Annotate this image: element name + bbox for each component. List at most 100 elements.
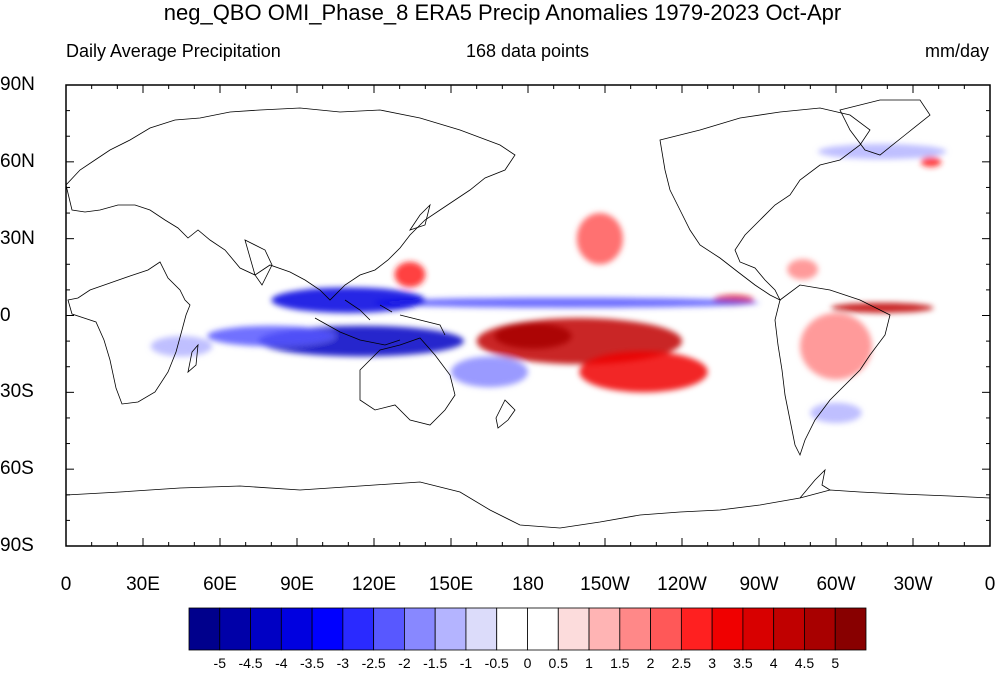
colorbar-swatch (465, 607, 498, 651)
x-tick-label: 60E (203, 574, 237, 595)
colorbar-swatch (496, 607, 528, 651)
y-tick-label: 60N (0, 150, 35, 172)
anomaly-region-4 (394, 261, 426, 288)
colorbar-label: 1 (585, 655, 593, 671)
colorbar-label: 3 (708, 655, 717, 671)
anomaly-region-9 (920, 156, 942, 167)
colorbar-label: -1 (459, 655, 473, 671)
colorbar-label: -3.5 (300, 655, 325, 671)
colorbar-swatch (188, 607, 221, 651)
colorbar-label: 2.5 (671, 655, 692, 671)
y-tick-label: 90S (0, 535, 34, 556)
colorbar-label: -3 (336, 655, 350, 671)
colorbar-label: 5 (831, 655, 840, 671)
x-tick-label: 150W (580, 574, 630, 595)
colorbar-label: 0 (523, 655, 532, 671)
anomaly-region-6 (830, 302, 934, 313)
colorbar-swatch (311, 607, 344, 651)
north-america-coast (659, 107, 871, 301)
colorbar-swatch (404, 607, 436, 651)
colorbar-swatch (619, 607, 651, 651)
colorbar-label: -5 (213, 655, 226, 671)
colorbar-swatch (527, 607, 559, 651)
colorbar-label: -4.5 (238, 655, 263, 671)
colorbar-swatch (280, 607, 313, 651)
chart-title: neg_QBO OMI_Phase_8 ERA5 Precip Anomalie… (163, 0, 842, 25)
x-tick-label: 30W (893, 574, 933, 595)
anomaly-region-15 (810, 402, 862, 424)
anomaly-region-13 (207, 325, 336, 347)
colorbar-swatch (773, 607, 805, 651)
y-tick-label: 30N (0, 227, 35, 249)
colorbar-swatch (834, 607, 867, 651)
anomaly-region-3 (576, 213, 623, 265)
anomaly-region-1 (579, 351, 708, 393)
colorbar-swatch (250, 607, 282, 651)
africa-coast (67, 261, 191, 405)
madagascar-coast (187, 343, 199, 374)
colorbar-swatch (742, 607, 775, 651)
plot-area (66, 85, 990, 546)
colorbar-swatch (219, 607, 251, 651)
subtitle-units: mm/day (924, 41, 989, 61)
new-zealand-coast (495, 399, 516, 429)
south-america-coast (774, 284, 891, 457)
anomaly-region-14 (451, 356, 528, 388)
x-tick-label: 0 (60, 574, 72, 595)
indonesia-coast (314, 299, 446, 346)
colorbar-swatch (680, 607, 713, 651)
australia-coast (359, 337, 456, 426)
colorbar-label: 3.5 (733, 655, 753, 671)
antarctic-peninsula (799, 468, 831, 499)
colorbar-swatch (711, 607, 744, 651)
colorbar-label: 0.5 (548, 655, 568, 671)
colorbar-swatch (588, 607, 621, 651)
x-tick-label: 120W (657, 574, 707, 595)
anomaly-region-8 (787, 259, 819, 280)
eurasia-coast (66, 107, 516, 301)
colorbar-label: -2.5 (361, 655, 386, 671)
x-tick-label: 90W (739, 574, 779, 595)
india-coast (244, 239, 273, 286)
anomaly-field (150, 143, 947, 424)
anomaly-region-16 (818, 143, 947, 160)
x-tick-label: 90E (280, 574, 314, 595)
antarctica-coast (66, 481, 990, 529)
x-tick-label: 30E (126, 574, 160, 595)
colorbar-swatch (373, 607, 405, 651)
colorbar-label: 1.5 (610, 655, 630, 671)
colorbar-label: -1.5 (423, 655, 448, 671)
y-tick-label: 60S (0, 458, 34, 480)
japan-coast (409, 203, 431, 231)
anomaly-region-7 (800, 312, 872, 380)
y-tick-label: 90N (0, 74, 35, 95)
x-tick-label: 180 (512, 574, 544, 595)
x-tick-label: 120E (351, 574, 397, 595)
x-tick-label: 150E (428, 574, 474, 595)
colorbar-label: -0.5 (484, 655, 509, 671)
y-tick-label: 30S (0, 381, 34, 403)
y-tick-label: 0 (0, 304, 11, 326)
coastlines (66, 99, 990, 529)
greenland-coast (839, 99, 931, 156)
colorbar-swatch (342, 607, 375, 651)
colorbar-label: -2 (398, 655, 411, 671)
anomaly-region-17 (150, 335, 213, 357)
colorbar-label: 4 (769, 655, 778, 671)
colorbar-label: 4.5 (794, 655, 815, 671)
colorbar-label: -4 (275, 655, 288, 671)
subtitle-left: Daily Average Precipitation (66, 41, 281, 61)
x-tick-label: 60W (816, 574, 856, 595)
anomaly-region-2 (494, 323, 572, 349)
anomaly-region-11 (271, 287, 426, 313)
colorbar (188, 607, 867, 651)
colorbar-label: 2 (646, 655, 655, 671)
subtitle-center: 168 data points (465, 41, 590, 61)
colorbar-swatch (434, 607, 467, 651)
colorbar-swatch (804, 607, 836, 651)
axis-ticks (65, 84, 991, 547)
x-tick-label: 0 (984, 574, 996, 595)
anomaly-region-10 (374, 297, 759, 308)
colorbar-swatch (650, 607, 682, 651)
